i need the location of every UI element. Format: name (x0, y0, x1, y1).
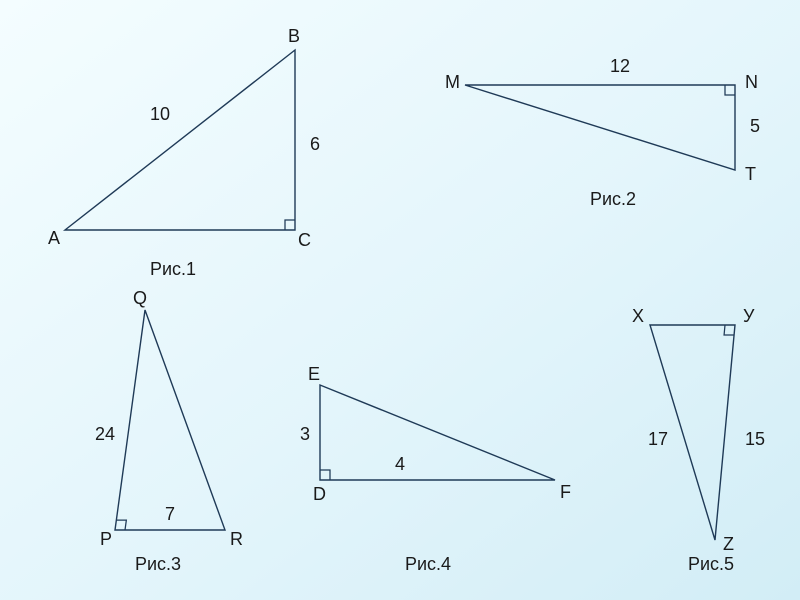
vertex-label: Z (723, 534, 734, 554)
edge-label: 3 (300, 424, 310, 444)
edge-label: 10 (150, 104, 170, 124)
vertex-label: D (313, 484, 326, 504)
edge-label: 5 (750, 116, 760, 136)
figure-caption: Рис.4 (405, 554, 451, 574)
vertex-label: F (560, 482, 571, 502)
vertex-label: Q (133, 288, 147, 308)
edge-label: 12 (610, 56, 630, 76)
vertex-label: P (100, 529, 112, 549)
vertex-label: T (745, 164, 756, 184)
vertex-label: E (308, 364, 320, 384)
vertex-label: X (632, 306, 644, 326)
figure-caption: Рис.3 (135, 554, 181, 574)
background (0, 0, 800, 600)
vertex-label: У (743, 306, 755, 326)
figure-caption: Рис.2 (590, 189, 636, 209)
vertex-label: N (745, 72, 758, 92)
edge-label: 7 (165, 504, 175, 524)
vertex-label: B (288, 26, 300, 46)
edge-label: 15 (745, 429, 765, 449)
figure-caption: Рис.5 (688, 554, 734, 574)
edge-label: 6 (310, 134, 320, 154)
edge-label: 24 (95, 424, 115, 444)
vertex-label: A (48, 228, 60, 248)
edge-label: 4 (395, 454, 405, 474)
edge-label: 17 (648, 429, 668, 449)
vertex-label: C (298, 230, 311, 250)
figure-caption: Рис.1 (150, 259, 196, 279)
diagram-canvas: A B C 10 6 Рис.1 M N T 12 5 Рис.2 Q P R 24 7 Рис.3 E D F 3 4 Ри… (0, 0, 800, 600)
vertex-label: M (445, 72, 460, 92)
vertex-label: R (230, 529, 243, 549)
